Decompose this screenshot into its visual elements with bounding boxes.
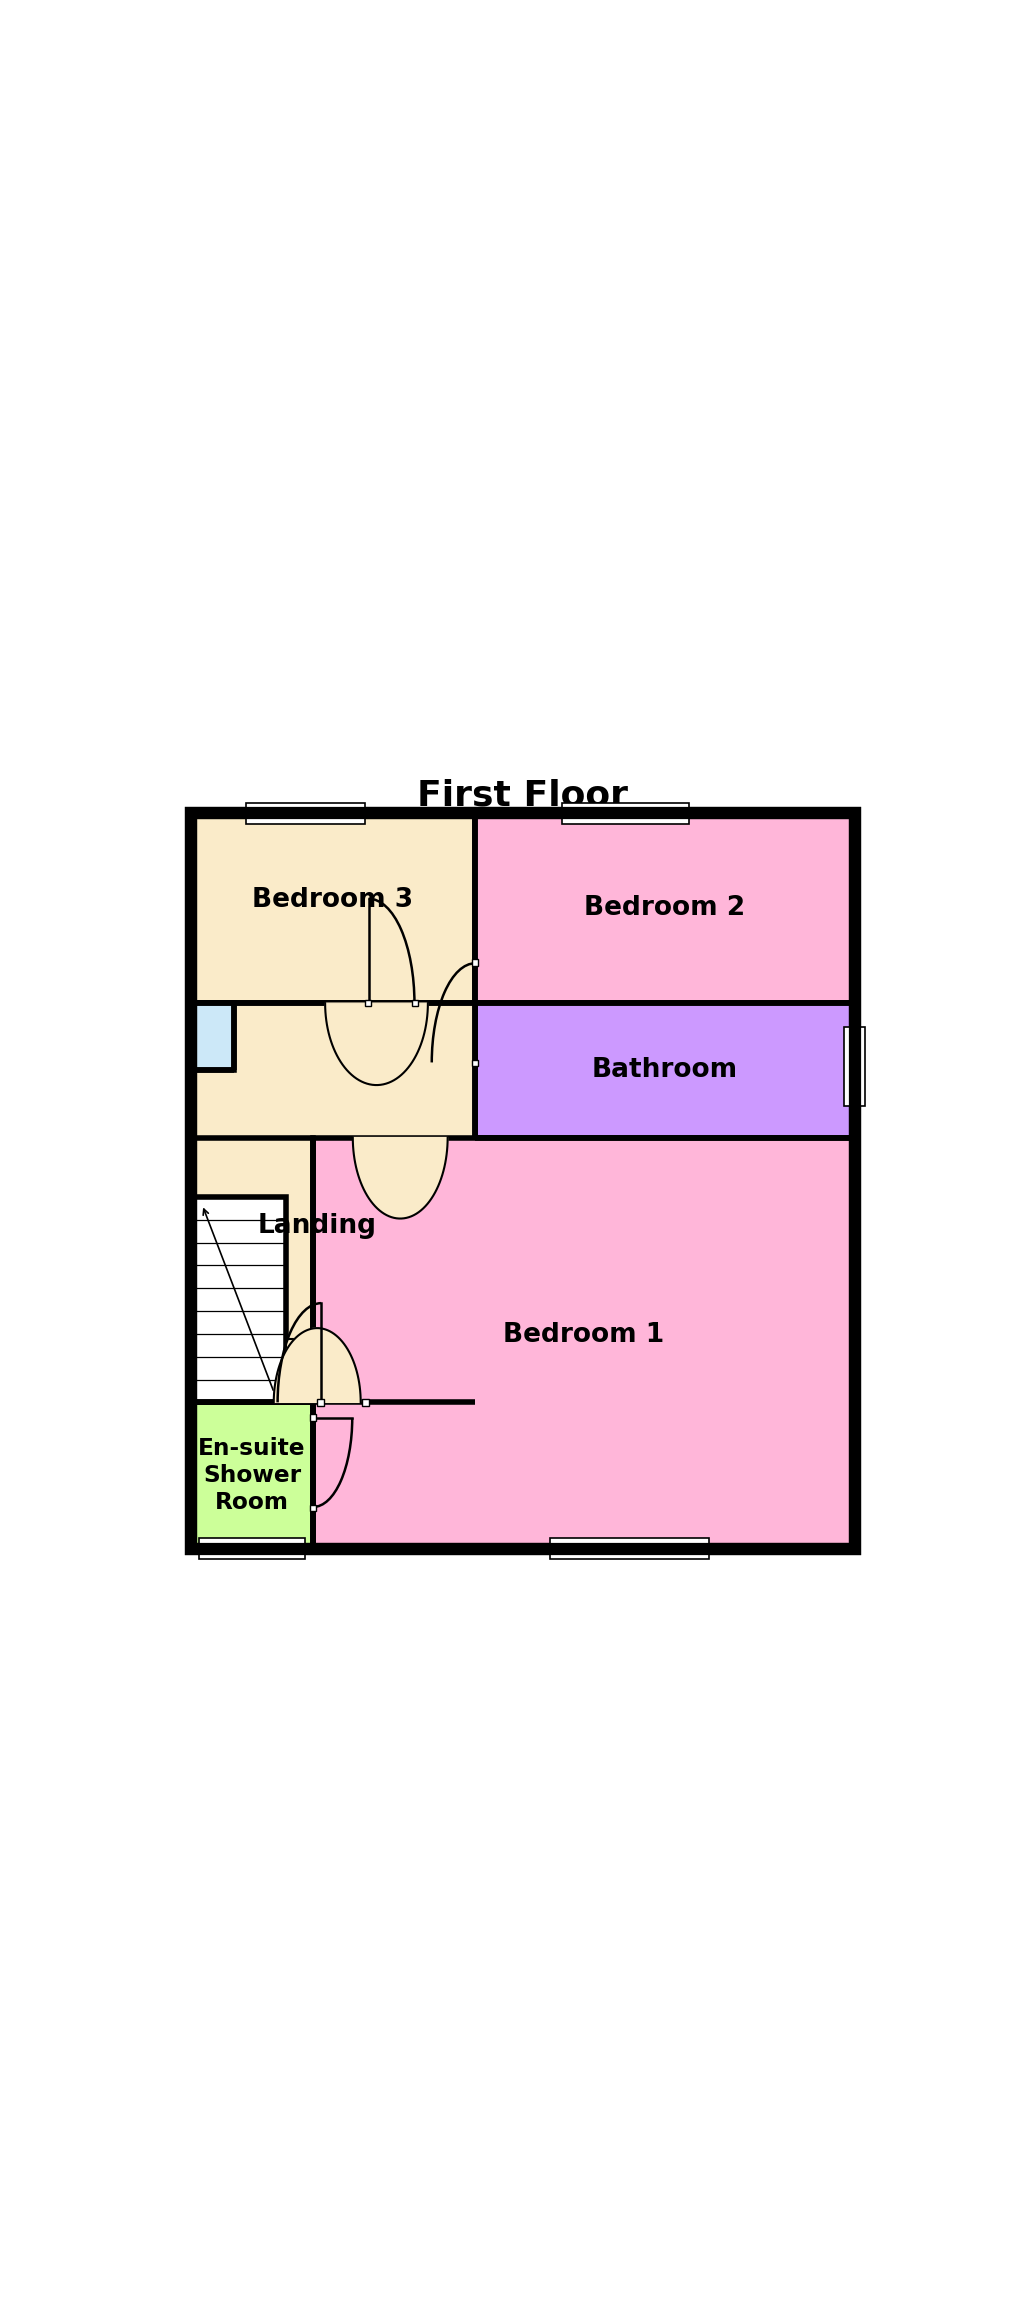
Bar [561,804,688,825]
Text: Bedroom 1: Bedroom 1 [503,1322,664,1347]
Text: Landing: Landing [258,1213,376,1240]
Bar [191,813,475,1004]
Bar [475,813,854,1004]
Polygon shape [353,1138,447,1220]
Bar [412,999,418,1006]
Bar [285,1338,298,1371]
Bar [199,1538,305,1559]
Text: En-suite
Shower
Room: En-suite Shower Room [198,1438,306,1515]
Bar [313,1138,854,1549]
Bar [191,1004,475,1403]
Bar [310,1415,316,1422]
Bar [472,959,478,966]
Bar [550,1538,708,1559]
Bar [246,804,365,825]
Bar [191,1196,285,1403]
Bar [310,1505,316,1510]
Text: Bathroom: Bathroom [591,1057,738,1083]
Polygon shape [325,1004,428,1085]
Bar [475,1004,854,1138]
Bar [191,1004,234,1071]
Bar [317,1398,323,1405]
Bar [191,813,854,1549]
Bar [191,1138,313,1403]
Bar [365,999,371,1006]
Bar [362,1398,368,1405]
Bar [472,1059,478,1066]
Text: Bedroom 2: Bedroom 2 [584,894,745,922]
Text: Bedroom 3: Bedroom 3 [253,887,413,913]
Bar [191,813,854,1549]
Bar [844,1027,864,1106]
Text: First Floor: First Floor [417,778,628,813]
Bar [191,1403,313,1549]
Polygon shape [273,1329,361,1403]
